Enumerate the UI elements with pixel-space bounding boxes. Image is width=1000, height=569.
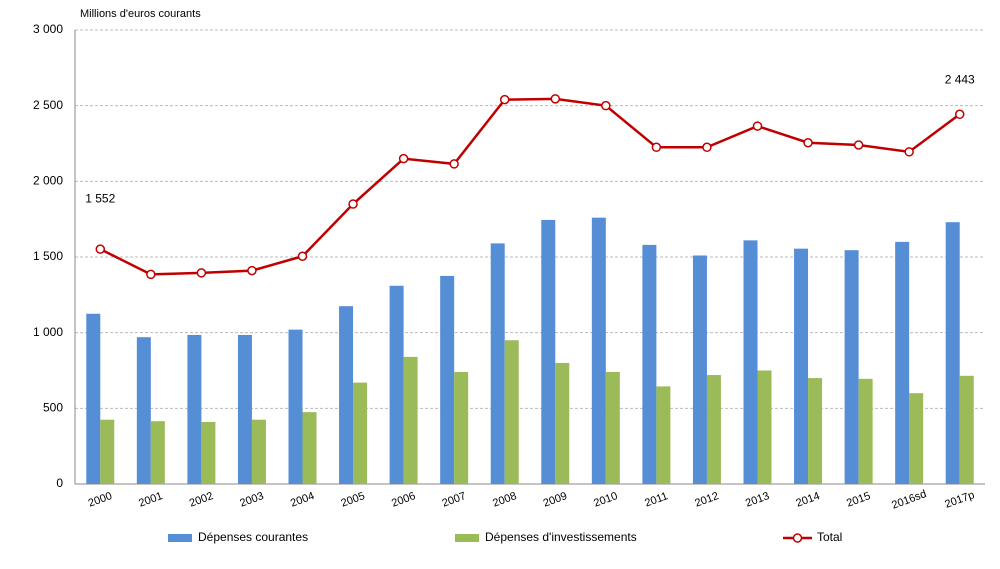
bar [339,306,354,484]
y-tick-label: 3 000 [33,22,63,36]
bar [353,382,368,484]
y-axis-label: Millions d'euros courants [80,8,201,20]
x-tick-label: 2007 [441,490,468,510]
bar [302,412,317,484]
x-tick-label: 2009 [542,490,569,510]
legend-swatch [168,534,192,542]
bar [440,275,455,484]
legend-label: Total [817,530,842,544]
value-label: 2 443 [945,72,975,86]
bar [136,337,151,484]
point [550,94,561,104]
point [348,199,358,209]
point [803,137,813,148]
bar [844,250,859,484]
point [499,94,510,105]
y-tick-label: 1 500 [33,249,63,263]
bar [706,375,721,484]
x-tick-label: 2001 [137,490,164,510]
point [702,142,712,153]
x-tick-label: 2010 [592,490,619,510]
point [651,142,662,153]
point [752,121,763,131]
x-tick-label: 2017p [943,489,976,511]
x-tick-label: 2006 [390,490,417,510]
bar [288,329,303,484]
legend-label: Dépenses courantes [198,530,308,544]
point [904,147,914,157]
bar [945,222,960,484]
x-tick-label: 2012 [693,490,720,510]
x-tick-label: 2000 [87,490,114,510]
bar [909,393,924,484]
point [146,269,156,280]
bar [150,421,165,484]
bar [743,240,758,484]
bar [187,334,202,484]
bar [794,248,809,484]
point [297,251,308,261]
point [449,159,459,169]
point [95,244,106,254]
bar [605,372,620,484]
value-label: 1 552 [85,191,115,205]
legend-swatch [455,534,479,542]
bar [757,370,772,484]
y-tick-label: 2 000 [33,174,63,188]
bar [692,255,707,484]
legend-swatch [792,533,803,543]
x-tick-label: 2004 [289,490,316,510]
bar [656,386,671,484]
bar [642,244,657,484]
bar [389,285,404,484]
bar [858,378,873,484]
point [196,268,207,278]
bar [541,219,556,484]
point [853,140,864,150]
bar [555,362,570,484]
x-tick-label: 2005 [339,490,366,510]
bar [454,372,469,484]
y-tick-label: 1 000 [33,325,63,339]
bar [403,356,418,484]
x-tick-label: 2008 [491,490,518,510]
y-tick-label: 0 [56,476,63,490]
point [954,109,965,120]
bar [808,378,823,484]
x-tick-label: 2013 [744,490,771,510]
bar [504,340,519,484]
bar [251,419,266,484]
x-tick-label: 2011 [643,490,669,509]
point [398,153,409,164]
x-tick-label: 2015 [845,490,872,510]
bar [895,241,910,484]
bar [959,375,974,484]
x-tick-label: 2002 [188,490,215,510]
point [247,265,257,276]
y-tick-label: 500 [43,401,63,415]
bar [100,419,115,484]
bar [201,421,216,484]
line [99,97,961,276]
x-tick-label: 2014 [794,490,821,510]
bar [591,217,606,485]
y-tick-label: 2 500 [33,98,63,112]
point [601,100,611,111]
bar [86,313,101,484]
bar [490,243,505,484]
bar [237,334,252,484]
x-tick-label: 2016sd [890,488,928,512]
legend-label: Dépenses d'investissements [485,530,637,544]
x-tick-label: 2003 [238,490,265,510]
